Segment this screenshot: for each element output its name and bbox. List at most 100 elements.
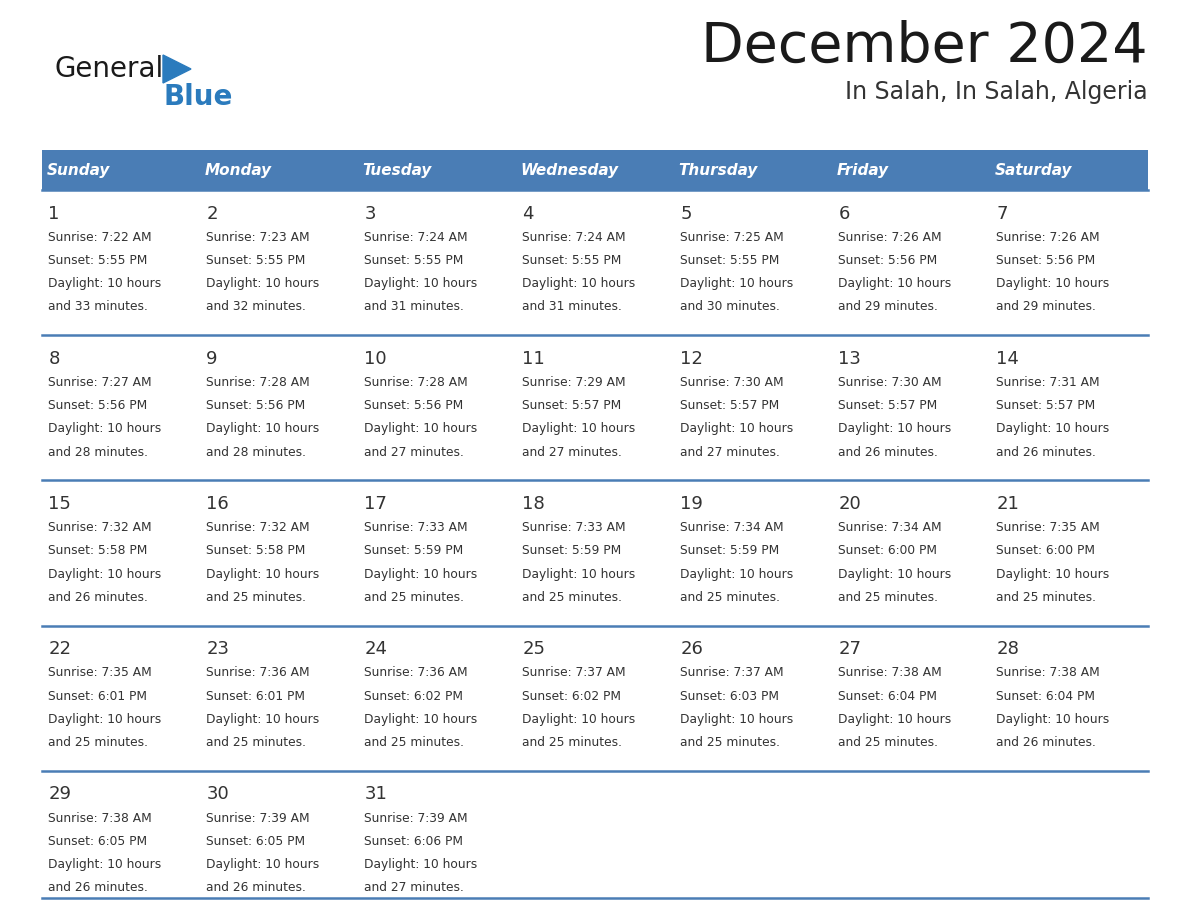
- Text: and 31 minutes.: and 31 minutes.: [365, 300, 465, 313]
- Text: Wednesday: Wednesday: [520, 162, 619, 177]
- Text: Sunrise: 7:36 AM: Sunrise: 7:36 AM: [365, 666, 468, 679]
- Text: Sunset: 6:05 PM: Sunset: 6:05 PM: [49, 834, 147, 848]
- Text: and 25 minutes.: and 25 minutes.: [681, 736, 781, 749]
- Text: Daylight: 10 hours: Daylight: 10 hours: [839, 713, 952, 726]
- Text: Sunset: 5:56 PM: Sunset: 5:56 PM: [839, 254, 937, 267]
- Text: 15: 15: [49, 495, 71, 513]
- Text: Daylight: 10 hours: Daylight: 10 hours: [523, 713, 636, 726]
- Text: Sunrise: 7:29 AM: Sunrise: 7:29 AM: [523, 375, 626, 389]
- Text: and 25 minutes.: and 25 minutes.: [839, 736, 939, 749]
- Text: Daylight: 10 hours: Daylight: 10 hours: [49, 713, 162, 726]
- Text: Daylight: 10 hours: Daylight: 10 hours: [681, 422, 794, 435]
- Text: and 28 minutes.: and 28 minutes.: [49, 445, 148, 459]
- Bar: [42, 480, 1148, 626]
- Text: 4: 4: [523, 205, 533, 222]
- Text: Tuesday: Tuesday: [362, 162, 432, 177]
- Text: 16: 16: [207, 495, 229, 513]
- Text: Sunrise: 7:38 AM: Sunrise: 7:38 AM: [839, 666, 942, 679]
- Text: Daylight: 10 hours: Daylight: 10 hours: [49, 422, 162, 435]
- Text: 27: 27: [839, 640, 861, 658]
- Text: and 30 minutes.: and 30 minutes.: [681, 300, 781, 313]
- Text: 9: 9: [207, 350, 217, 368]
- Text: and 27 minutes.: and 27 minutes.: [681, 445, 781, 459]
- Text: and 26 minutes.: and 26 minutes.: [207, 881, 307, 894]
- Text: and 26 minutes.: and 26 minutes.: [49, 591, 148, 604]
- Text: 21: 21: [997, 495, 1019, 513]
- Text: and 26 minutes.: and 26 minutes.: [997, 736, 1097, 749]
- Text: Sunset: 6:01 PM: Sunset: 6:01 PM: [49, 689, 147, 702]
- Bar: [42, 771, 1148, 916]
- Text: 26: 26: [681, 640, 703, 658]
- Text: Sunset: 5:56 PM: Sunset: 5:56 PM: [997, 254, 1095, 267]
- Text: Sunset: 5:56 PM: Sunset: 5:56 PM: [365, 399, 463, 412]
- Text: Sunrise: 7:35 AM: Sunrise: 7:35 AM: [49, 666, 152, 679]
- Bar: [42, 150, 1148, 190]
- Text: Daylight: 10 hours: Daylight: 10 hours: [997, 422, 1110, 435]
- Text: Daylight: 10 hours: Daylight: 10 hours: [207, 858, 320, 871]
- Text: and 29 minutes.: and 29 minutes.: [997, 300, 1097, 313]
- Text: 1: 1: [49, 205, 59, 222]
- Text: Sunrise: 7:35 AM: Sunrise: 7:35 AM: [997, 521, 1100, 534]
- Text: 10: 10: [365, 350, 387, 368]
- Text: 8: 8: [49, 350, 59, 368]
- Text: 3: 3: [365, 205, 375, 222]
- Text: Sunset: 5:55 PM: Sunset: 5:55 PM: [365, 254, 463, 267]
- Text: Sunrise: 7:25 AM: Sunrise: 7:25 AM: [681, 230, 784, 243]
- Text: and 26 minutes.: and 26 minutes.: [839, 445, 939, 459]
- Text: Sunset: 5:55 PM: Sunset: 5:55 PM: [523, 254, 621, 267]
- Text: Sunrise: 7:32 AM: Sunrise: 7:32 AM: [49, 521, 152, 534]
- Text: Daylight: 10 hours: Daylight: 10 hours: [365, 713, 478, 726]
- Text: Daylight: 10 hours: Daylight: 10 hours: [49, 567, 162, 580]
- Text: 17: 17: [365, 495, 387, 513]
- Text: Sunset: 6:02 PM: Sunset: 6:02 PM: [365, 689, 463, 702]
- Text: Sunset: 5:57 PM: Sunset: 5:57 PM: [839, 399, 937, 412]
- Text: Blue: Blue: [163, 83, 233, 111]
- Text: 19: 19: [681, 495, 703, 513]
- Text: 31: 31: [365, 786, 387, 803]
- Text: Friday: Friday: [836, 162, 889, 177]
- Text: 2: 2: [207, 205, 217, 222]
- Text: 22: 22: [49, 640, 71, 658]
- Text: Sunset: 5:56 PM: Sunset: 5:56 PM: [207, 399, 305, 412]
- Text: and 25 minutes.: and 25 minutes.: [365, 591, 465, 604]
- Text: 5: 5: [681, 205, 691, 222]
- Text: Sunrise: 7:22 AM: Sunrise: 7:22 AM: [49, 230, 152, 243]
- Text: 13: 13: [839, 350, 861, 368]
- Text: and 25 minutes.: and 25 minutes.: [207, 736, 307, 749]
- Text: Sunset: 5:55 PM: Sunset: 5:55 PM: [681, 254, 779, 267]
- Text: Sunrise: 7:38 AM: Sunrise: 7:38 AM: [997, 666, 1100, 679]
- Text: 6: 6: [839, 205, 849, 222]
- Text: Sunset: 5:56 PM: Sunset: 5:56 PM: [49, 399, 147, 412]
- Text: Daylight: 10 hours: Daylight: 10 hours: [523, 277, 636, 290]
- Text: Daylight: 10 hours: Daylight: 10 hours: [49, 277, 162, 290]
- Text: Sunrise: 7:38 AM: Sunrise: 7:38 AM: [49, 812, 152, 824]
- Text: Sunrise: 7:34 AM: Sunrise: 7:34 AM: [839, 521, 942, 534]
- Text: Daylight: 10 hours: Daylight: 10 hours: [49, 858, 162, 871]
- Text: December 2024: December 2024: [701, 20, 1148, 74]
- Text: Sunrise: 7:39 AM: Sunrise: 7:39 AM: [365, 812, 468, 824]
- Text: Sunrise: 7:39 AM: Sunrise: 7:39 AM: [207, 812, 310, 824]
- Text: Sunrise: 7:30 AM: Sunrise: 7:30 AM: [839, 375, 942, 389]
- Text: Sunset: 5:55 PM: Sunset: 5:55 PM: [207, 254, 305, 267]
- Text: Sunday: Sunday: [46, 162, 110, 177]
- Text: Daylight: 10 hours: Daylight: 10 hours: [365, 858, 478, 871]
- Text: 11: 11: [523, 350, 545, 368]
- Text: and 26 minutes.: and 26 minutes.: [49, 881, 148, 894]
- Text: Monday: Monday: [204, 162, 272, 177]
- Text: Daylight: 10 hours: Daylight: 10 hours: [997, 713, 1110, 726]
- Text: Daylight: 10 hours: Daylight: 10 hours: [207, 567, 320, 580]
- Text: 7: 7: [997, 205, 1007, 222]
- Text: Daylight: 10 hours: Daylight: 10 hours: [207, 422, 320, 435]
- Text: Sunset: 5:59 PM: Sunset: 5:59 PM: [681, 544, 779, 557]
- Text: and 31 minutes.: and 31 minutes.: [523, 300, 623, 313]
- Text: Sunrise: 7:27 AM: Sunrise: 7:27 AM: [49, 375, 152, 389]
- Text: Daylight: 10 hours: Daylight: 10 hours: [997, 277, 1110, 290]
- Text: Daylight: 10 hours: Daylight: 10 hours: [839, 277, 952, 290]
- Text: 29: 29: [49, 786, 71, 803]
- Text: Sunset: 6:06 PM: Sunset: 6:06 PM: [365, 834, 463, 848]
- Text: and 28 minutes.: and 28 minutes.: [207, 445, 307, 459]
- Text: Sunset: 6:04 PM: Sunset: 6:04 PM: [997, 689, 1095, 702]
- Text: Sunrise: 7:23 AM: Sunrise: 7:23 AM: [207, 230, 310, 243]
- Text: Sunrise: 7:37 AM: Sunrise: 7:37 AM: [681, 666, 784, 679]
- Text: Sunset: 5:58 PM: Sunset: 5:58 PM: [207, 544, 305, 557]
